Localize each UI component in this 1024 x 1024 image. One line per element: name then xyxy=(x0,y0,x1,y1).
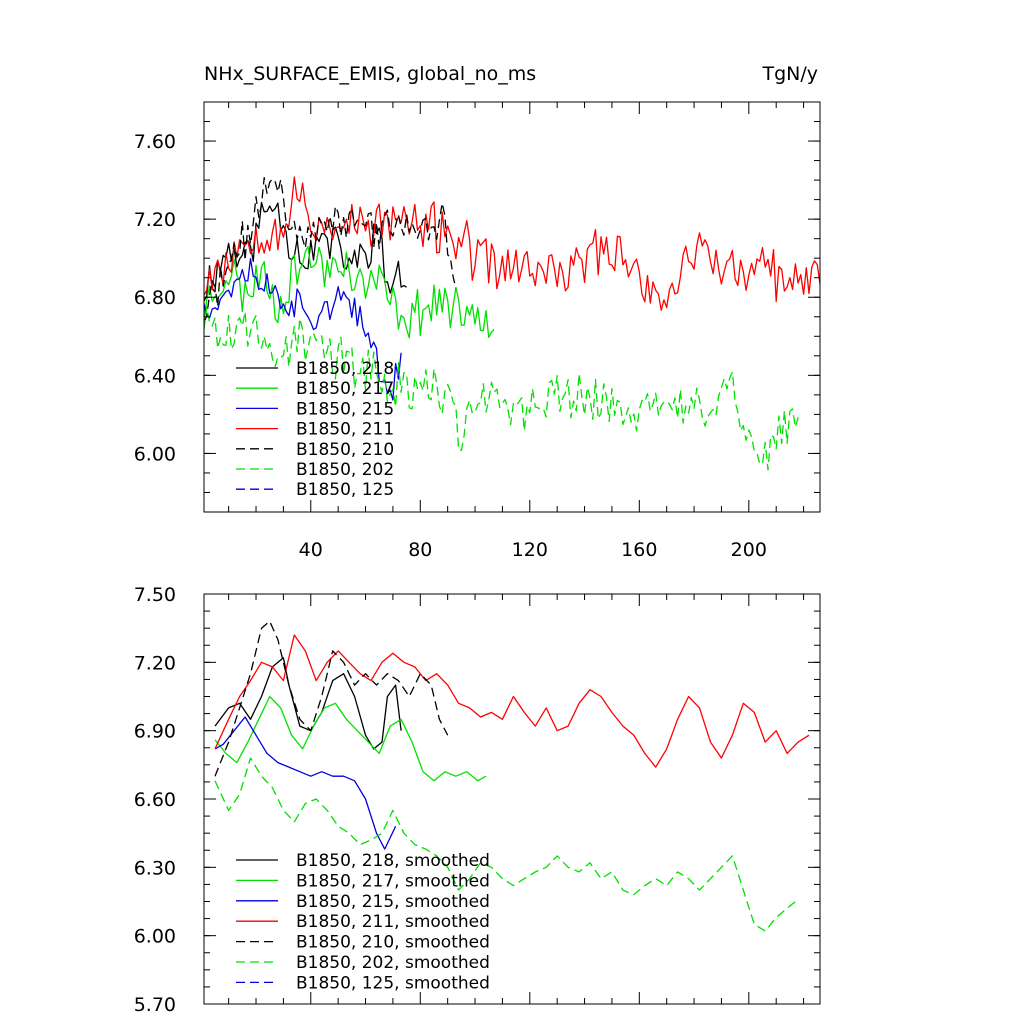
bottom-legend-label-b1850-202-smoothed: B1850, 202, smoothed xyxy=(296,953,490,973)
top-ytick-label: 7.60 xyxy=(134,131,176,153)
bottom-legend-label-b1850-218-smoothed: B1850, 218, smoothed xyxy=(296,851,490,871)
bottom-series-b1850-211-smoothed xyxy=(214,634,810,768)
bottom-panel: 5.70 6.00 6.30 6.60 6.90 7.20 7.50 B1850, 218,… xyxy=(134,584,821,1016)
top-legend-label-b1850-211: B1850, 211 xyxy=(296,420,394,440)
top-legend-label-b1850-217: B1850, 217 xyxy=(296,379,394,399)
top-xtick-label: 200 xyxy=(731,539,767,561)
top-series-b1850-217 xyxy=(203,246,495,339)
top-series-group xyxy=(203,176,821,471)
bottom-series-b1850-215-smoothed xyxy=(214,716,397,850)
bottom-series-b1850-217-smoothed xyxy=(214,695,487,782)
bottom-ytick-label: 6.30 xyxy=(134,857,176,879)
top-ytick-label: 6.80 xyxy=(134,287,176,309)
top-series-b1850-211 xyxy=(203,176,821,311)
bottom-series-b1850-218-smoothed xyxy=(214,657,402,750)
top-axis-ticks: 6.00 6.40 6.80 7.20 7.60 40 80 120 160 200 xyxy=(134,101,820,561)
bottom-series-b1850-202-smoothed xyxy=(214,757,796,932)
top-panel-units: TgN/y xyxy=(761,63,818,85)
top-xtick-label: 40 xyxy=(299,539,323,561)
top-ytick-label: 6.40 xyxy=(134,365,176,387)
bottom-series-b1850-210-smoothed xyxy=(214,620,449,777)
top-legend-label-b1850-218: B1850, 218 xyxy=(296,359,394,379)
bottom-legend-label-b1850-125-smoothed: B1850, 125, smoothed xyxy=(296,973,490,993)
top-xtick-label: 120 xyxy=(512,539,548,561)
top-legend-label-b1850-202: B1850, 202 xyxy=(296,460,394,480)
bottom-ytick-label: 6.90 xyxy=(134,721,176,743)
bottom-legend-label-b1850-215-smoothed: B1850, 215, smoothed xyxy=(296,892,490,912)
bottom-legend-label-b1850-217-smoothed: B1850, 217, smoothed xyxy=(296,871,490,891)
bottom-legend-label-b1850-211-smoothed: B1850, 211, smoothed xyxy=(296,912,490,932)
top-series-b1850-210 xyxy=(203,176,457,323)
bottom-series-group xyxy=(214,620,810,932)
top-xtick-label: 80 xyxy=(408,539,432,561)
top-series-b1850-202 xyxy=(203,306,802,471)
bottom-ytick-label: 7.20 xyxy=(134,652,176,674)
bottom-ytick-label: 6.60 xyxy=(134,789,176,811)
bottom-ytick-label: 6.00 xyxy=(134,926,176,948)
bottom-axis-ticks: 5.70 6.00 6.30 6.60 6.90 7.20 7.50 xyxy=(134,584,820,1016)
top-panel-title: NHx_SURFACE_EMIS, global_no_ms xyxy=(204,63,536,85)
top-legend-label-b1850-215: B1850, 215 xyxy=(296,399,394,419)
top-panel: NHx_SURFACE_EMIS, global_no_ms TgN/y 6.0… xyxy=(134,63,821,561)
top-legend-label-b1850-210: B1850, 210 xyxy=(296,440,394,460)
top-series-b1850-215 xyxy=(203,257,402,401)
bottom-ytick-label: 7.50 xyxy=(134,584,176,606)
top-legend-label-b1850-125: B1850, 125 xyxy=(296,480,394,500)
top-ytick-label: 6.00 xyxy=(134,443,176,465)
top-xtick-label: 160 xyxy=(621,539,657,561)
bottom-ytick-label: 5.70 xyxy=(134,994,176,1016)
top-ytick-label: 7.20 xyxy=(134,209,176,231)
top-plot-frame xyxy=(203,101,821,513)
bottom-legend-label-b1850-210-smoothed: B1850, 210, smoothed xyxy=(296,933,490,953)
